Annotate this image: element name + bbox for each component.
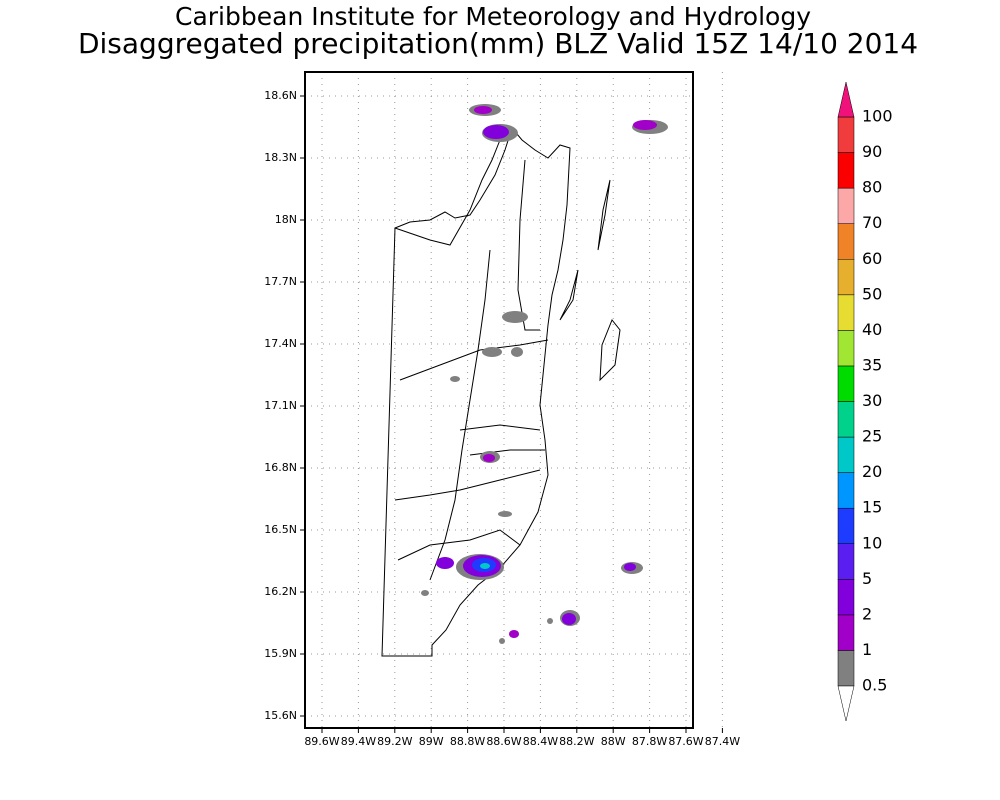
lon-label: 88.6W: [486, 735, 521, 748]
colorbar-segment: [837, 116, 855, 153]
colorbar-segment: [837, 650, 855, 687]
lat-label: 16.5N: [264, 523, 297, 536]
lat-label: 15.9N: [264, 647, 297, 660]
subtitle: Disaggregated precipitation(mm) BLZ Vali…: [78, 27, 918, 60]
axes: 18.6N 18.3N 18N 17.7N 17.4N 17.1N 16.8N 16.5N 16…: [264, 89, 740, 748]
colorbar-over: [837, 81, 855, 118]
colorbar-label: 90: [862, 142, 882, 161]
colorbar-segment: [837, 614, 855, 651]
grid: [305, 72, 723, 728]
precipitation-areas: [421, 104, 668, 644]
lon-label: 89.6W: [304, 735, 339, 748]
colorbar-segment: [837, 543, 855, 580]
colorbar-label: 35: [862, 355, 882, 374]
colorbar-label: 15: [862, 498, 882, 517]
colorbar-label: 30: [862, 391, 882, 410]
colorbar-label: 0.5: [862, 676, 887, 695]
colorbar-segment: [837, 401, 855, 438]
colorbar-segment: [837, 365, 855, 402]
colorbar-label: 50: [862, 284, 882, 303]
lat-label: 15.6N: [264, 709, 297, 722]
lat-label: 18N: [275, 213, 297, 226]
title: Caribbean Institute for Meteorology and …: [175, 2, 811, 31]
colorbar-label: 70: [862, 213, 882, 232]
colorbar-label: 80: [862, 178, 882, 197]
colorbar-label: 60: [862, 249, 882, 268]
colorbar-segment: [837, 259, 855, 296]
colorbar-label: 25: [862, 427, 882, 446]
colorbar-label: 5: [862, 569, 872, 588]
lat-label: 16.2N: [264, 585, 297, 598]
colorbar-label: 10: [862, 533, 882, 552]
colorbar-label: 20: [862, 462, 882, 481]
colorbar-segment: [837, 330, 855, 367]
lon-label: 87.8W: [632, 735, 667, 748]
lon-label: 89.4W: [341, 735, 376, 748]
lat-label: 17.7N: [264, 275, 297, 288]
lon-label: 88W: [601, 735, 626, 748]
lon-label: 88.8W: [450, 735, 485, 748]
lat-label: 16.8N: [264, 461, 297, 474]
colorbar-segment: [837, 507, 855, 544]
lat-label: 18.6N: [264, 89, 297, 102]
colorbar-label: 1: [862, 640, 872, 659]
colorbar-segment: [837, 436, 855, 473]
country-outline: [381, 126, 621, 657]
lon-label: 89.2W: [377, 735, 412, 748]
colorbar-segment: [837, 223, 855, 260]
colorbar-segment: [837, 579, 855, 616]
colorbar-segment: [837, 472, 855, 509]
map-frame: [304, 71, 694, 729]
lon-label: 88.4W: [523, 735, 558, 748]
lat-label: 17.4N: [264, 337, 297, 350]
colorbar-segment: [837, 152, 855, 189]
colorbar-label: 100: [862, 107, 893, 126]
lon-label: 87.6W: [668, 735, 703, 748]
colorbar-label: 40: [862, 320, 882, 339]
lon-label: 87.4W: [705, 735, 740, 748]
colorbar-under: [837, 685, 855, 722]
colorbar-label: 2: [862, 604, 872, 623]
colorbar-segment: [837, 187, 855, 224]
colorbar-segment: [837, 294, 855, 331]
lat-label: 18.3N: [264, 151, 297, 164]
lon-label: 88.2W: [559, 735, 594, 748]
lon-label: 89W: [419, 735, 444, 748]
lat-label: 17.1N: [264, 399, 297, 412]
